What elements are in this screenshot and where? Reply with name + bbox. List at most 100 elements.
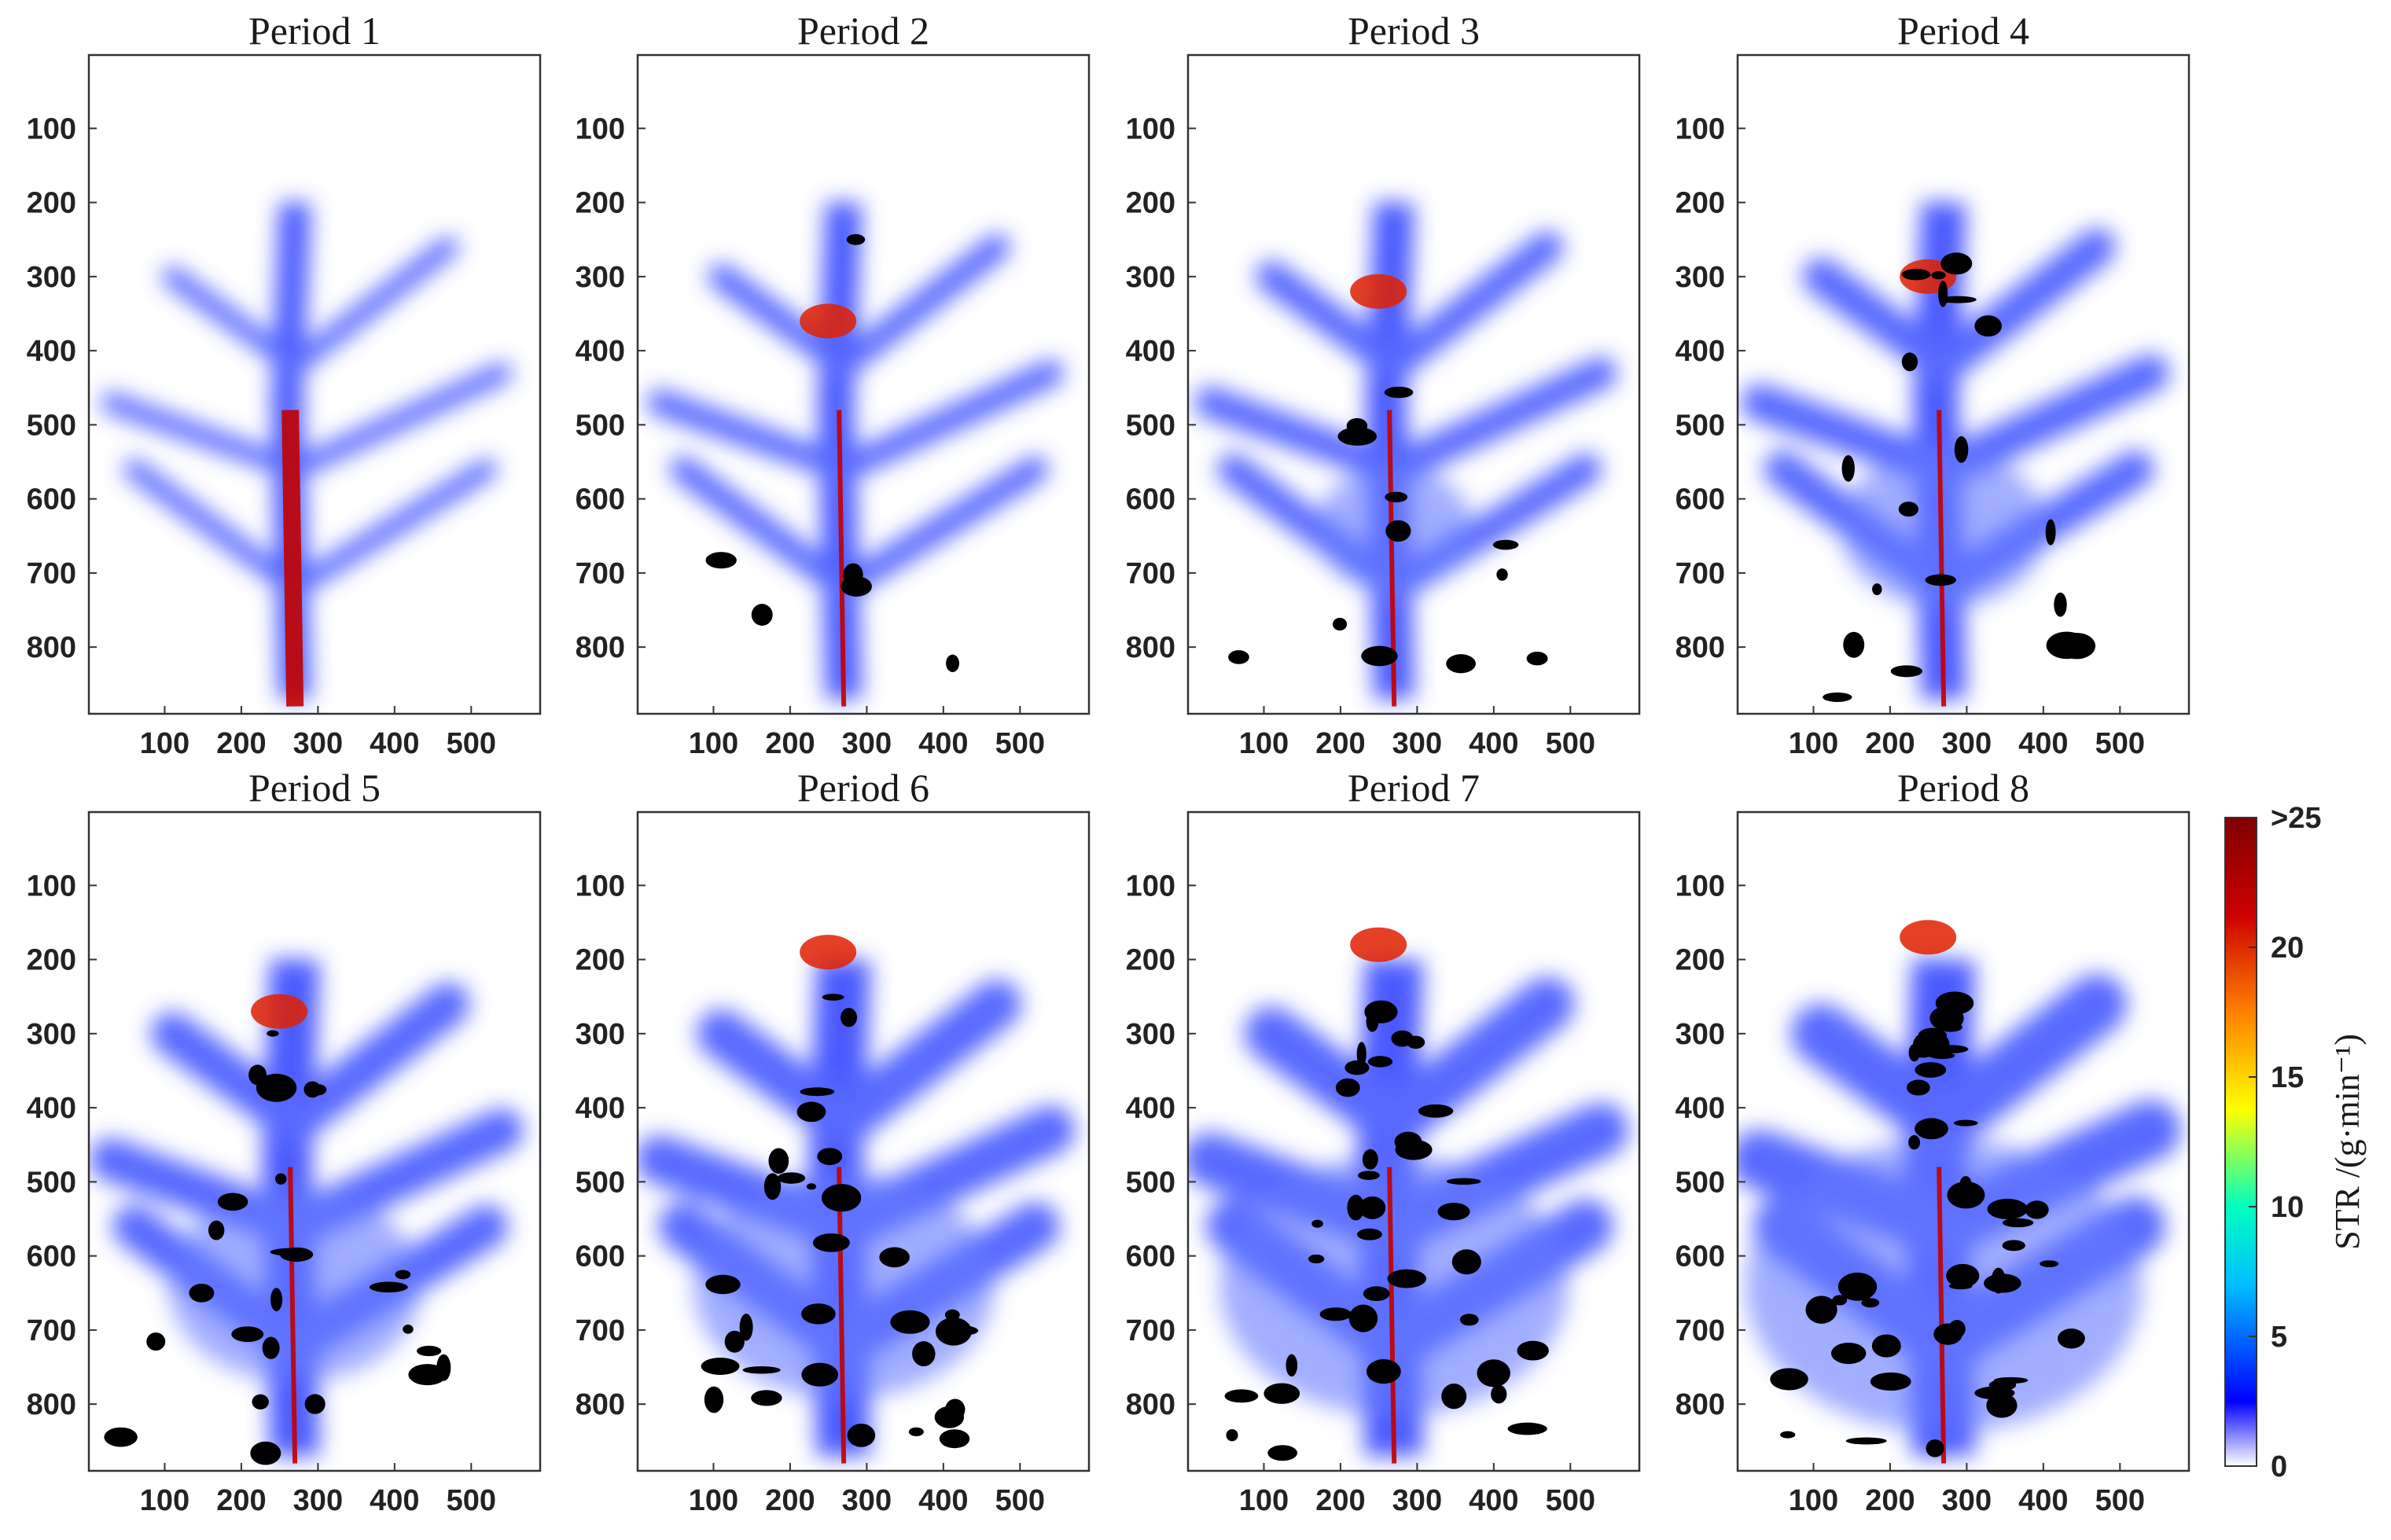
y-tick-label: 800 (1676, 631, 1725, 664)
y-tick-label: 200 (1676, 944, 1725, 977)
deposit-patch (1843, 631, 1865, 658)
y-tick-label: 500 (27, 409, 76, 442)
deposit-patch (1357, 1171, 1380, 1180)
deposit-patch (146, 1332, 166, 1351)
deposit-patch (1954, 436, 1969, 463)
panel-frame (1736, 53, 2191, 715)
deposit-patch (1823, 692, 1852, 702)
x-tick-label: 300 (293, 1484, 343, 1517)
deposit-patch (1363, 1286, 1390, 1302)
y-tick-label: 500 (576, 1166, 625, 1199)
deposit-patch (1491, 1384, 1507, 1404)
deposit-patch (1496, 568, 1508, 581)
x-tick-label: 500 (995, 727, 1045, 760)
deposit-patch (1947, 1181, 1985, 1209)
deposit-patch (1228, 650, 1249, 664)
x-tick-label: 400 (918, 1484, 968, 1517)
panel-title: Period 8 (1897, 766, 2029, 810)
deposit-patch (1286, 1354, 1298, 1377)
deposit-patch (1267, 1445, 1298, 1461)
deposit-patch (944, 1309, 960, 1321)
y-tick-label: 400 (1126, 1092, 1175, 1125)
deposit-patch (1915, 1062, 1947, 1078)
deposit-patch (1906, 1079, 1930, 1096)
deposit-patch (1348, 1304, 1378, 1332)
y-tick-label: 500 (576, 409, 625, 442)
deposit-patch (2058, 1329, 2085, 1349)
colorbar-tick-label: 10 (2271, 1191, 2304, 1224)
y-tick-label: 100 (27, 112, 76, 145)
deposit-patch (1861, 1298, 1880, 1308)
deposit-patch (941, 1325, 979, 1336)
deposit-patch (1935, 1045, 1969, 1053)
panel-image (646, 201, 1064, 707)
deposit-patch (1224, 1389, 1259, 1403)
panel-title: Period 7 (1348, 766, 1480, 810)
deposit-patch (1359, 1196, 1386, 1219)
deposit-patch (2045, 519, 2056, 546)
deposit-patch (1931, 271, 1946, 280)
deposit-patch (2025, 1200, 2049, 1219)
deposit-patch (1356, 1228, 1382, 1240)
y-tick-label: 400 (576, 335, 625, 368)
y-tick-label: 500 (1676, 409, 1725, 442)
x-tick-label: 400 (1469, 1484, 1518, 1517)
y-tick-label: 200 (27, 944, 76, 977)
deposit-patch (1366, 1359, 1401, 1384)
deposit-patch (248, 1064, 267, 1086)
x-tick-label: 100 (689, 1484, 738, 1517)
y-tick-label: 100 (27, 869, 76, 902)
deposit-patch (1437, 1203, 1470, 1221)
deposit-patch (1451, 1249, 1481, 1275)
y-tick-label: 700 (27, 557, 76, 590)
y-tick-label: 300 (1126, 261, 1175, 294)
str-hotspot (1350, 274, 1407, 309)
deposit-patch (1986, 1393, 2018, 1418)
x-tick-label: 200 (1865, 1484, 1915, 1517)
deposit-patch (395, 1270, 411, 1280)
y-tick-label: 800 (27, 631, 76, 664)
deposit-patch (768, 1148, 789, 1174)
y-tick-label: 300 (1676, 1018, 1725, 1051)
deposit-patch (894, 1314, 923, 1324)
y-tick-label: 100 (576, 869, 625, 902)
deposit-patch (705, 552, 737, 569)
deposit-patch (817, 1148, 843, 1166)
deposit-patch (751, 1390, 782, 1406)
deposit-patch (724, 1330, 745, 1353)
panel-image (638, 935, 1076, 1464)
deposit-patch (1308, 1254, 1325, 1264)
deposit-patch (1446, 654, 1476, 674)
deposit-patch (1335, 1078, 1360, 1097)
y-tick-label: 600 (1676, 483, 1725, 516)
deposit-patch (912, 1341, 936, 1367)
deposit-patch (1918, 1027, 1948, 1044)
deposit-patch (847, 1423, 876, 1447)
deposit-patch (1935, 991, 1974, 1015)
y-tick-label: 400 (27, 1092, 76, 1125)
deposit-patch (1319, 1307, 1352, 1321)
deposit-patch (908, 1427, 924, 1436)
deposit-patch (262, 1336, 280, 1359)
deposit-patch (751, 604, 773, 626)
panel-image (101, 201, 513, 707)
str-core (281, 410, 304, 707)
y-tick-label: 800 (27, 1388, 76, 1421)
y-tick-label: 500 (1126, 1166, 1175, 1199)
panel-1: Period 1 100 200 300 400 500 600 700 800 100 200 30… (27, 9, 542, 760)
deposit-patch (1344, 1060, 1370, 1075)
deposit-patch (946, 654, 960, 672)
deposit-patch (436, 1354, 451, 1381)
x-tick-label: 500 (2095, 1484, 2145, 1517)
deposit-patch (812, 1233, 850, 1252)
y-tick-label: 300 (27, 261, 76, 294)
x-tick-label: 100 (140, 1484, 189, 1517)
colorbar-tick-label: 20 (2271, 932, 2304, 965)
y-tick-label: 600 (27, 1240, 76, 1274)
str-hotspot (251, 994, 308, 1029)
deposit-patch (704, 1386, 724, 1413)
deposit-patch (841, 576, 872, 597)
y-tick-label: 700 (1676, 1314, 1725, 1347)
y-tick-label: 300 (1126, 1018, 1175, 1051)
